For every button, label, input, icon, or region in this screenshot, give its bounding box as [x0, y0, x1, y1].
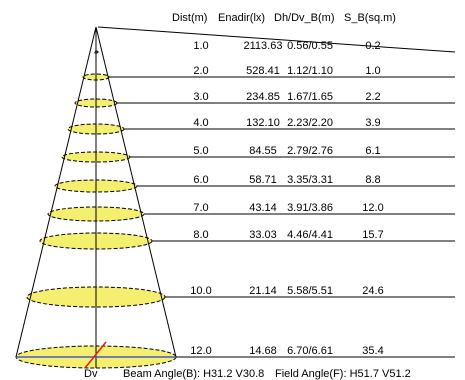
row-6-enadir: 58.71 — [249, 174, 277, 186]
row-8-dist: 8.0 — [193, 229, 208, 241]
undefined — [97, 26, 456, 53]
row-8-enadir: 33.03 — [249, 229, 277, 241]
row-10-enadir: 14.68 — [249, 345, 277, 357]
header-dh-dv: Dh/Dv_B(m) — [274, 12, 335, 24]
row-5-enadir: 84.55 — [249, 145, 277, 157]
row-5-s-b: 6.1 — [365, 145, 380, 157]
row-3-dist: 3.0 — [193, 91, 208, 103]
beam-cone — [15, 26, 456, 369]
row-7-dist: 7.0 — [193, 202, 208, 214]
data-rows: 1.0 2113.63 0.56/0.55 0.2 2.0 528.41 1.12/1.10… — [190, 40, 383, 357]
row-6-dh-dv: 3.35/3.31 — [287, 174, 333, 186]
row-3-s-b: 2.2 — [365, 91, 380, 103]
dv-label: Dv — [84, 368, 98, 380]
row-1-dh-dv: 0.56/0.55 — [287, 40, 333, 52]
row-4-dist: 4.0 — [193, 117, 208, 129]
row-2-enadir: 528.41 — [246, 65, 280, 77]
row-8-s-b: 15.7 — [362, 229, 383, 241]
undefined — [84, 341, 107, 369]
row-1-s-b: 0.2 — [365, 40, 380, 52]
undefined — [15, 26, 97, 358]
row-5-dist: 5.0 — [193, 145, 208, 157]
row-2-dh-dv: 1.12/1.10 — [287, 65, 333, 77]
row-6-s-b: 8.8 — [365, 174, 380, 186]
row-7-s-b: 12.0 — [362, 202, 383, 214]
row-5-dh-dv: 2.79/2.76 — [287, 145, 333, 157]
row-1-enadir: 2113.63 — [244, 40, 283, 52]
header-enadir: Enadir(lx) — [218, 12, 265, 24]
row-7-dh-dv: 3.91/3.86 — [287, 202, 333, 214]
row-3-enadir: 234.85 — [246, 91, 280, 103]
field-angle-label: Field Angle(F): H51.7 V51.2 — [275, 368, 411, 380]
row-4-s-b: 3.9 — [365, 117, 380, 129]
row-9-dist: 10.0 — [190, 285, 211, 297]
row-7-enadir: 43.14 — [249, 202, 277, 214]
beam-angle-label: Beam Angle(B): H31.2 V30.8 — [123, 368, 264, 380]
header-dist: Dist(m) — [172, 12, 207, 24]
row-1-dist: 1.0 — [193, 40, 208, 52]
row-9-dh-dv: 5.58/5.51 — [287, 285, 333, 297]
row-9-enadir: 21.14 — [249, 285, 277, 297]
row-4-dh-dv: 2.23/2.20 — [287, 117, 333, 129]
undefined — [95, 26, 177, 358]
row-6-dist: 6.0 — [193, 174, 208, 186]
row-9-s-b: 24.6 — [362, 285, 383, 297]
row-10-dist: 12.0 — [190, 345, 211, 357]
row-4-enadir: 132.10 — [246, 117, 280, 129]
row-2-s-b: 1.0 — [365, 65, 380, 77]
row-3-dh-dv: 1.67/1.65 — [287, 91, 333, 103]
row-10-dh-dv: 6.70/6.61 — [287, 345, 333, 357]
row-2-dist: 2.0 — [193, 65, 208, 77]
header-s-b: S_B(sq.m) — [344, 12, 396, 24]
row-10-s-b: 35.4 — [362, 345, 383, 357]
row-8-dh-dv: 4.46/4.41 — [287, 229, 333, 241]
